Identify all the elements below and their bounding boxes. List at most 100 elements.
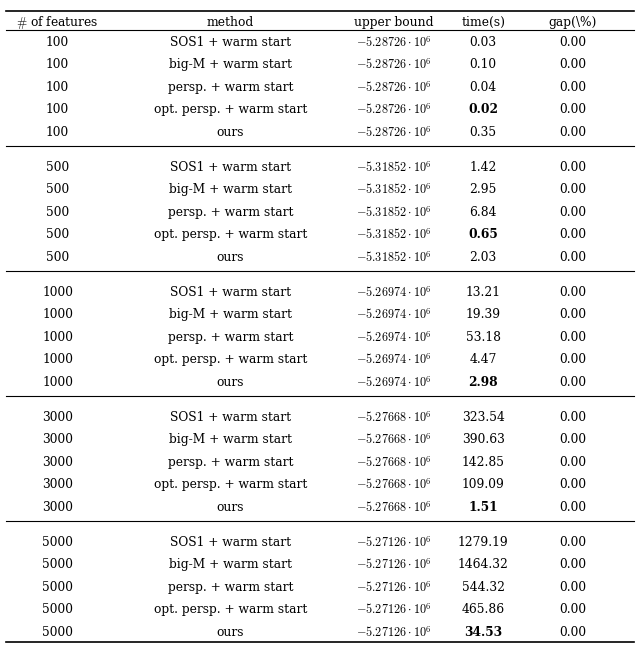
Text: $-5.26974 \cdot 10^{6}$: $-5.26974 \cdot 10^{6}$: [356, 285, 431, 300]
Text: $-5.27668 \cdot 10^{6}$: $-5.27668 \cdot 10^{6}$: [356, 454, 431, 469]
Text: $-5.26974 \cdot 10^{6}$: $-5.26974 \cdot 10^{6}$: [356, 330, 431, 344]
Text: 500: 500: [46, 228, 69, 241]
Text: $-5.26974 \cdot 10^{6}$: $-5.26974 \cdot 10^{6}$: [356, 374, 431, 390]
Text: 100: 100: [46, 58, 69, 72]
Text: 390.63: 390.63: [462, 433, 504, 446]
Text: 0.00: 0.00: [559, 536, 586, 549]
Text: 0.00: 0.00: [559, 81, 586, 94]
Text: big-M + warm start: big-M + warm start: [169, 183, 292, 196]
Text: 3000: 3000: [42, 411, 73, 424]
Text: 0.00: 0.00: [559, 456, 586, 469]
Text: $-5.27668 \cdot 10^{6}$: $-5.27668 \cdot 10^{6}$: [356, 432, 431, 447]
Text: 1000: 1000: [42, 376, 73, 389]
Text: 13.21: 13.21: [466, 285, 500, 298]
Text: 0.02: 0.02: [468, 103, 498, 116]
Text: big-M + warm start: big-M + warm start: [169, 433, 292, 446]
Text: opt. persp. + warm start: opt. persp. + warm start: [154, 603, 307, 616]
Text: 0.00: 0.00: [559, 126, 586, 139]
Text: $-5.27126 \cdot 10^{6}$: $-5.27126 \cdot 10^{6}$: [356, 602, 431, 617]
Text: 5000: 5000: [42, 580, 73, 593]
Text: 500: 500: [46, 161, 69, 174]
Text: persp. + warm start: persp. + warm start: [168, 81, 293, 94]
Text: $\#$ of features: $\#$ of features: [17, 14, 99, 31]
Text: $-5.31852 \cdot 10^{6}$: $-5.31852 \cdot 10^{6}$: [356, 250, 431, 265]
Text: big-M + warm start: big-M + warm start: [169, 558, 292, 571]
Text: persp. + warm start: persp. + warm start: [168, 456, 293, 469]
Text: 0.00: 0.00: [559, 161, 586, 174]
Text: 5000: 5000: [42, 558, 73, 571]
Text: 2.03: 2.03: [470, 251, 497, 264]
Text: $-5.31852 \cdot 10^{6}$: $-5.31852 \cdot 10^{6}$: [356, 160, 431, 175]
Text: $-5.26974 \cdot 10^{6}$: $-5.26974 \cdot 10^{6}$: [356, 352, 431, 367]
Text: $-5.31852 \cdot 10^{6}$: $-5.31852 \cdot 10^{6}$: [356, 182, 431, 197]
Text: $-5.27668 \cdot 10^{6}$: $-5.27668 \cdot 10^{6}$: [356, 477, 431, 492]
Text: method: method: [207, 16, 254, 29]
Text: 0.00: 0.00: [559, 558, 586, 571]
Text: SOS1 + warm start: SOS1 + warm start: [170, 411, 291, 424]
Text: 6.84: 6.84: [470, 206, 497, 219]
Text: 1.51: 1.51: [468, 500, 498, 514]
Text: 544.32: 544.32: [461, 580, 505, 593]
Text: 3000: 3000: [42, 433, 73, 446]
Text: big-M + warm start: big-M + warm start: [169, 308, 292, 321]
Text: ours: ours: [217, 500, 244, 514]
Text: 0.65: 0.65: [468, 228, 498, 241]
Text: $-5.27126 \cdot 10^{6}$: $-5.27126 \cdot 10^{6}$: [356, 534, 431, 549]
Text: opt. persp. + warm start: opt. persp. + warm start: [154, 228, 307, 241]
Text: SOS1 + warm start: SOS1 + warm start: [170, 285, 291, 298]
Text: opt. persp. + warm start: opt. persp. + warm start: [154, 478, 307, 491]
Text: 0.00: 0.00: [559, 103, 586, 116]
Text: 1279.19: 1279.19: [458, 536, 509, 549]
Text: $-5.28726 \cdot 10^{6}$: $-5.28726 \cdot 10^{6}$: [356, 80, 431, 95]
Text: 500: 500: [46, 206, 69, 219]
Text: $-5.28726 \cdot 10^{6}$: $-5.28726 \cdot 10^{6}$: [356, 57, 431, 72]
Text: $-5.31852 \cdot 10^{6}$: $-5.31852 \cdot 10^{6}$: [356, 227, 431, 242]
Text: time(s): time(s): [461, 16, 505, 29]
Text: 0.00: 0.00: [559, 376, 586, 389]
Text: 100: 100: [46, 126, 69, 139]
Text: 5000: 5000: [42, 625, 73, 638]
Text: 0.00: 0.00: [559, 308, 586, 321]
Text: big-M + warm start: big-M + warm start: [169, 58, 292, 72]
Text: SOS1 + warm start: SOS1 + warm start: [170, 161, 291, 174]
Text: $-5.28726 \cdot 10^{6}$: $-5.28726 \cdot 10^{6}$: [356, 35, 431, 50]
Text: 5000: 5000: [42, 536, 73, 549]
Text: $-5.27126 \cdot 10^{6}$: $-5.27126 \cdot 10^{6}$: [356, 625, 431, 640]
Text: $-5.26974 \cdot 10^{6}$: $-5.26974 \cdot 10^{6}$: [356, 307, 431, 322]
Text: 500: 500: [46, 183, 69, 196]
Text: 4.47: 4.47: [470, 353, 497, 366]
Text: persp. + warm start: persp. + warm start: [168, 206, 293, 219]
Text: 0.00: 0.00: [559, 36, 586, 49]
Text: 465.86: 465.86: [461, 603, 505, 616]
Text: 0.00: 0.00: [559, 500, 586, 514]
Text: $-5.31852 \cdot 10^{6}$: $-5.31852 \cdot 10^{6}$: [356, 205, 431, 220]
Text: 0.00: 0.00: [559, 285, 586, 298]
Text: 323.54: 323.54: [462, 411, 504, 424]
Text: 34.53: 34.53: [464, 625, 502, 638]
Text: 0.00: 0.00: [559, 478, 586, 491]
Text: 0.00: 0.00: [559, 331, 586, 344]
Text: 109.09: 109.09: [462, 478, 504, 491]
Text: 3000: 3000: [42, 500, 73, 514]
Text: 3000: 3000: [42, 478, 73, 491]
Text: 0.00: 0.00: [559, 228, 586, 241]
Text: 3000: 3000: [42, 456, 73, 469]
Text: 1000: 1000: [42, 285, 73, 298]
Text: 0.35: 0.35: [470, 126, 497, 139]
Text: opt. persp. + warm start: opt. persp. + warm start: [154, 353, 307, 366]
Text: SOS1 + warm start: SOS1 + warm start: [170, 36, 291, 49]
Text: ours: ours: [217, 625, 244, 638]
Text: 0.00: 0.00: [559, 58, 586, 72]
Text: 1000: 1000: [42, 353, 73, 366]
Text: 0.00: 0.00: [559, 433, 586, 446]
Text: 0.00: 0.00: [559, 625, 586, 638]
Text: upper bound: upper bound: [354, 16, 433, 29]
Text: persp. + warm start: persp. + warm start: [168, 331, 293, 344]
Text: 0.00: 0.00: [559, 251, 586, 264]
Text: $-5.28726 \cdot 10^{6}$: $-5.28726 \cdot 10^{6}$: [356, 102, 431, 117]
Text: persp. + warm start: persp. + warm start: [168, 580, 293, 593]
Text: gap(\%): gap(\%): [548, 16, 597, 29]
Text: ours: ours: [217, 126, 244, 139]
Text: $-5.27668 \cdot 10^{6}$: $-5.27668 \cdot 10^{6}$: [356, 410, 431, 424]
Text: $-5.27668 \cdot 10^{6}$: $-5.27668 \cdot 10^{6}$: [356, 500, 431, 515]
